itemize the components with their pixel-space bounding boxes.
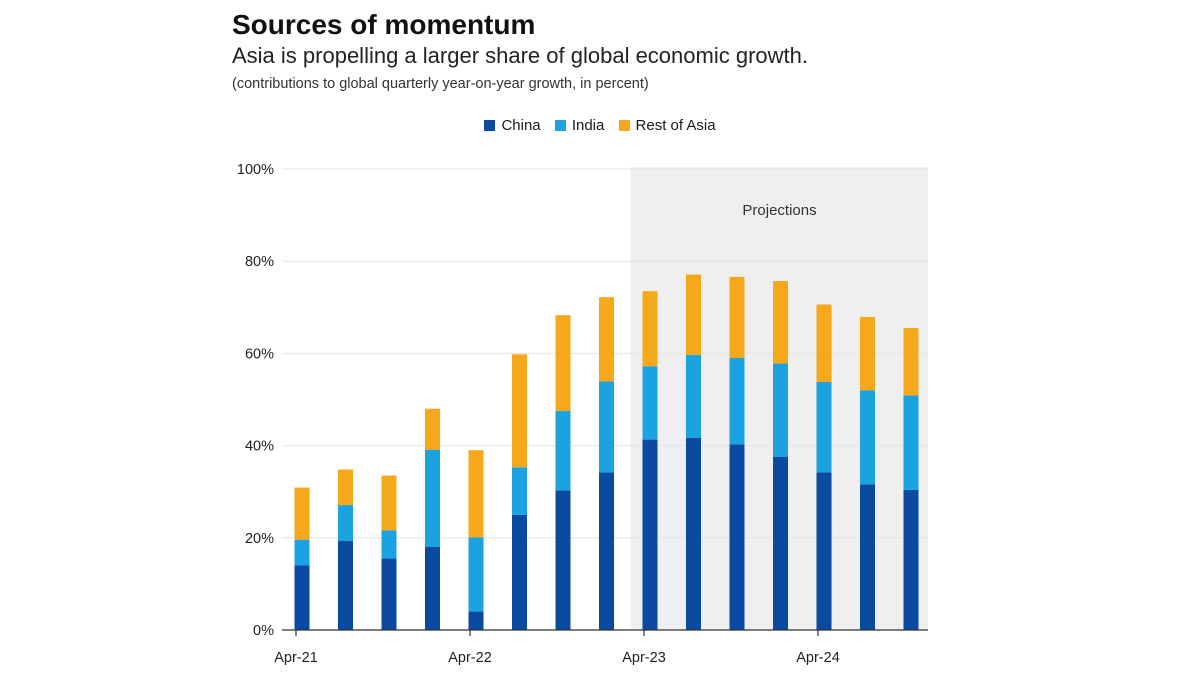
legend-swatch-india [554, 120, 566, 131]
chart-header: Sources of momentum Asia is propelling a… [232, 10, 992, 94]
bar-india-oct-21 [381, 530, 397, 559]
bar-rest-of-asia-oct-23 [729, 276, 745, 359]
y-tick-label-80pct: 80% [245, 254, 274, 270]
legend-label-rest-of-asia: Rest of Asia [635, 117, 716, 134]
bar-india-apr-21 [294, 539, 310, 566]
legend-swatch-china [484, 120, 496, 131]
bar-india-apr-23 [642, 366, 658, 440]
bar-rest-of-asia-jan-23 [599, 297, 614, 382]
legend-item-india: India [554, 117, 605, 134]
projections-label: Projections [742, 202, 816, 219]
y-tick-label-100pct: 100% [237, 162, 274, 178]
bar-rest-of-asia-oct-21 [381, 475, 397, 531]
bar-rest-of-asia-apr-24 [816, 304, 832, 382]
bar-china-oct-22 [555, 490, 571, 630]
x-tick-label-apr-22: Apr-22 [448, 650, 492, 666]
bar-rest-of-asia-apr-22 [468, 450, 484, 538]
bar-china-oct-23 [729, 444, 745, 630]
bar-india-jul-24 [860, 390, 875, 485]
bar-china-apr-23 [642, 439, 658, 630]
y-tick-label-0pct: 0% [253, 623, 274, 639]
bar-china-jul-23 [686, 437, 701, 630]
bar-rest-of-asia-jul-21 [338, 469, 353, 506]
x-tick-label-apr-24: Apr-24 [796, 650, 840, 666]
bar-india-jul-22 [512, 467, 527, 515]
bar-rest-of-asia-jul-23 [686, 274, 701, 355]
bar-india-apr-22 [468, 537, 484, 612]
bar-china-apr-22 [468, 611, 484, 630]
y-tick-label-40pct: 40% [245, 439, 274, 455]
bar-rest-of-asia-jan-22 [425, 408, 440, 450]
bar-rest-of-asia-apr-23 [642, 291, 658, 367]
x-tick-label-apr-23: Apr-23 [622, 650, 666, 666]
bar-india-jul-23 [686, 354, 701, 438]
bar-china-jan-22 [425, 547, 440, 630]
bar-china-jul-22 [512, 514, 527, 630]
legend-label-india: India [571, 117, 605, 134]
legend-label-china: China [501, 117, 541, 134]
bar-rest-of-asia-jul-22 [512, 354, 527, 468]
legend-item-rest-of-asia: Rest of Asia [618, 117, 716, 134]
legend-item-china: China [484, 117, 541, 134]
bar-rest-of-asia-jan-24 [773, 281, 788, 364]
bar-china-oct-24 [903, 489, 919, 630]
bar-india-oct-22 [555, 411, 571, 491]
chart-note: (contributions to global quarterly year-… [232, 76, 649, 92]
legend-swatch-rest-of-asia [618, 120, 630, 131]
bar-india-jan-22 [425, 449, 440, 548]
bar-rest-of-asia-jul-24 [860, 316, 875, 391]
bar-india-oct-23 [729, 358, 745, 445]
bar-india-apr-24 [816, 381, 832, 473]
bar-china-jul-24 [860, 484, 875, 630]
bar-china-jan-23 [599, 472, 614, 630]
chart-title: Sources of momentum [232, 9, 536, 40]
x-tick-label-apr-21: Apr-21 [274, 650, 318, 666]
bar-china-jan-24 [773, 456, 788, 630]
bar-china-oct-21 [381, 558, 397, 630]
bar-china-apr-24 [816, 472, 832, 630]
y-tick-label-60pct: 60% [245, 346, 274, 362]
bar-rest-of-asia-oct-22 [555, 315, 571, 412]
bar-india-jul-21 [338, 505, 353, 542]
y-tick-label-20pct: 20% [245, 531, 274, 547]
bar-china-jul-21 [338, 541, 353, 630]
bar-india-oct-24 [903, 395, 919, 490]
bar-india-jan-23 [599, 381, 614, 473]
chart-subtitle: Asia is propelling a larger share of glo… [232, 43, 808, 68]
chart-legend: China India Rest of Asia [0, 117, 1200, 135]
bar-india-jan-24 [773, 363, 788, 457]
bar-rest-of-asia-apr-21 [294, 487, 310, 540]
bar-china-apr-21 [294, 565, 310, 630]
bar-rest-of-asia-oct-24 [903, 328, 919, 396]
